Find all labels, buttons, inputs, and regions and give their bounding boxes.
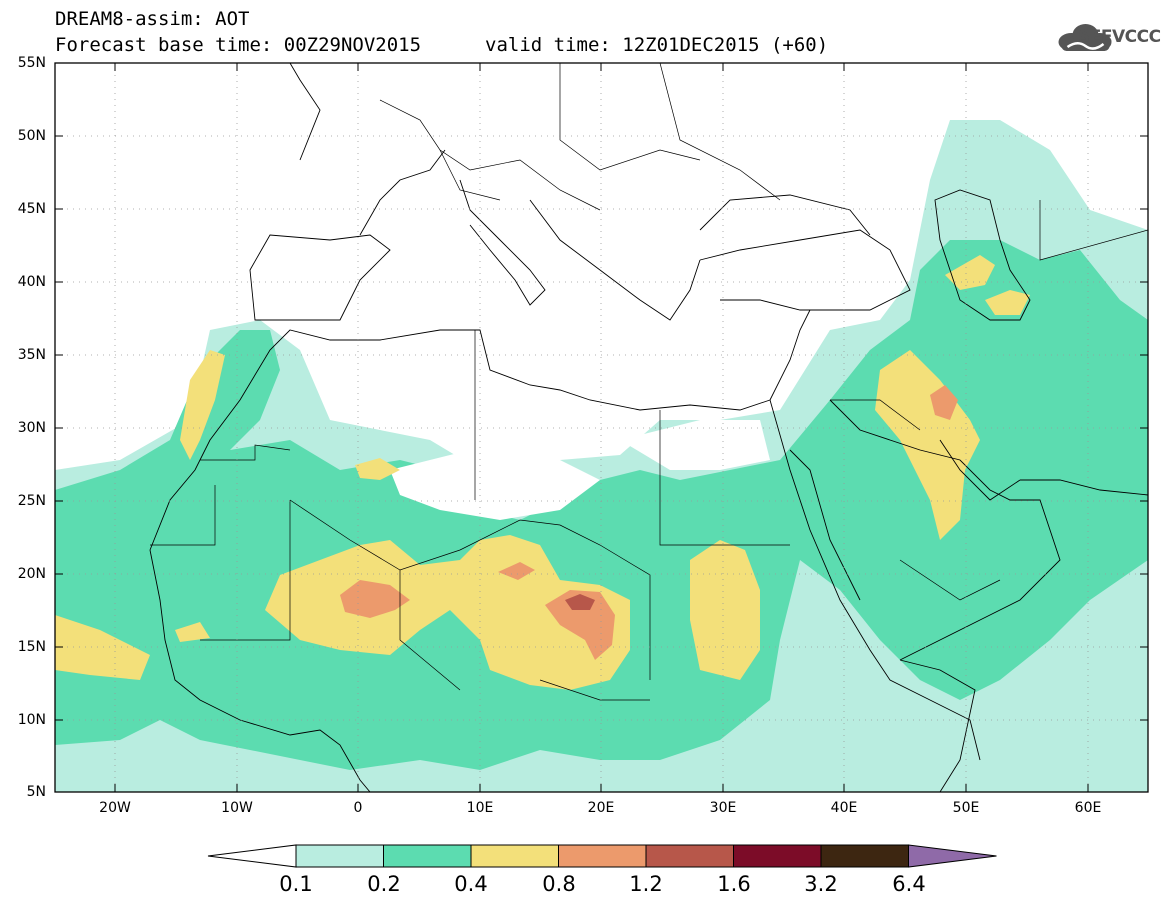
tick-marks	[55, 62, 1148, 792]
lon-tick-label: 20E	[587, 800, 615, 816]
colorbar-swatch	[295, 844, 384, 868]
lon-tick-label: 40E	[830, 800, 858, 816]
colorbar-over-triangle	[908, 844, 997, 868]
colorbar-label: 1.2	[629, 872, 663, 896]
valid-time: valid time: 12Z01DEC2015 (+60)	[485, 34, 829, 56]
lon-tick-label: 30E	[709, 800, 737, 816]
lat-tick-label: 10N	[17, 712, 46, 728]
forecast-base-time: Forecast base time: 00Z29NOV2015	[55, 34, 422, 56]
colorbar-label: 1.6	[717, 872, 751, 896]
lon-tick-label: 0	[353, 800, 363, 816]
aot-contours	[55, 120, 1148, 792]
aot-level-0.4	[265, 535, 630, 690]
lon-tick-label: 50E	[952, 800, 980, 816]
colorbar-swatch	[645, 844, 734, 868]
colorbar-swatch	[820, 844, 909, 868]
lat-tick-label: 35N	[17, 347, 46, 363]
aot-level-0.8	[340, 580, 410, 618]
colorbar-swatches	[207, 844, 997, 868]
colorbar-under-triangle	[207, 844, 297, 868]
gridlines	[55, 63, 1148, 792]
cloud-icon	[1058, 24, 1112, 51]
lat-tick-label: 55N	[17, 55, 46, 71]
colorbar-swatch	[733, 844, 822, 868]
aot-level-1.2	[565, 594, 595, 610]
lat-tick-label: 5N	[26, 784, 46, 800]
lon-tick-label: 10W	[221, 800, 253, 816]
lat-tick-label: 50N	[17, 128, 46, 144]
map-title: DREAM8-assim: AOT	[55, 8, 250, 30]
lat-tick-label: 20N	[17, 566, 46, 582]
colorbar-label: 0.4	[454, 872, 488, 896]
colorbar-swatch	[470, 844, 559, 868]
lon-tick-label: 60E	[1074, 800, 1102, 816]
lat-tick-label: 40N	[17, 274, 46, 290]
seevccc-logo-text: SEEVCCC	[1078, 27, 1161, 47]
colorbar-label: 0.8	[542, 872, 576, 896]
colorbar-label: 0.2	[367, 872, 401, 896]
country-borders	[150, 63, 1148, 701]
colorbar-swatch	[383, 844, 472, 868]
coastlines	[149, 63, 1148, 792]
colorbar-swatch	[558, 844, 647, 868]
colorbar-label: 3.2	[804, 872, 838, 896]
lat-tick-label: 25N	[17, 493, 46, 509]
colorbar-label: 0.1	[279, 872, 313, 896]
lat-tick-label: 45N	[17, 201, 46, 217]
colorbar-label: 6.4	[892, 872, 926, 896]
lon-tick-label: 10E	[466, 800, 494, 816]
lat-tick-label: 15N	[17, 639, 46, 655]
lat-tick-label: 30N	[17, 420, 46, 436]
lon-tick-label: 20W	[99, 800, 131, 816]
